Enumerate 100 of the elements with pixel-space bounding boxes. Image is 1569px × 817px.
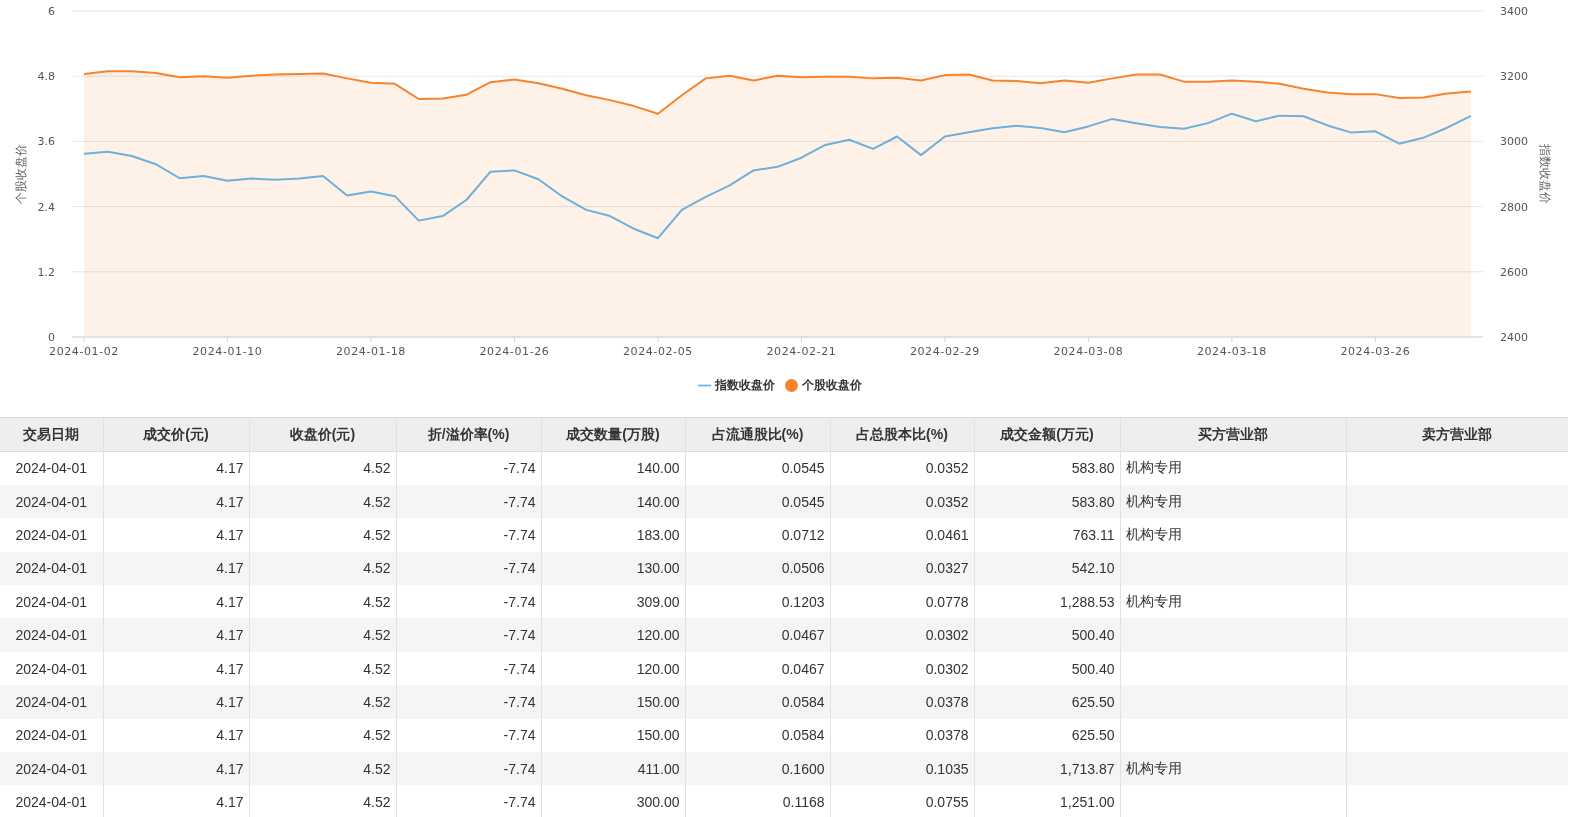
y-tick-label: 0 xyxy=(48,330,55,344)
text: 4.17 xyxy=(216,627,244,644)
text: 0.1168 xyxy=(782,794,825,811)
text: 411.00 xyxy=(637,760,680,777)
text: 0.0352 xyxy=(925,493,969,510)
y2-tick-label: 3000 xyxy=(1500,135,1528,149)
text: 4.17 xyxy=(216,693,244,710)
text: 0.1600 xyxy=(781,760,825,777)
text: 4.52 xyxy=(363,560,391,577)
text: 4.52 xyxy=(363,760,391,777)
text: -7.74 xyxy=(503,560,536,577)
x-tick-label: 2024-03-26 xyxy=(1340,344,1411,358)
text: 机构专用 xyxy=(1125,759,1182,776)
text: -7.74 xyxy=(503,727,536,744)
text: 0.0545 xyxy=(781,493,825,510)
text: 4.17 xyxy=(216,526,244,543)
text: 4.52 xyxy=(363,627,391,644)
text: 4.17 xyxy=(216,460,244,477)
text: -7.74 xyxy=(503,460,536,477)
text: 542.10 xyxy=(1071,560,1115,577)
legend-label: 个股收盘价 xyxy=(801,378,862,392)
category-label: 买方营业部 xyxy=(1120,417,1346,452)
text: 2024-04-01 xyxy=(15,493,88,510)
y-axis-title: 个股收盘价 xyxy=(14,144,28,204)
x-tick-label: 2024-02-29 xyxy=(909,344,980,358)
text: 4.52 xyxy=(363,493,391,510)
x-tick-label: 2024-02-05 xyxy=(622,344,693,358)
text: 0.0584 xyxy=(781,693,825,710)
text: 583.80 xyxy=(1071,493,1115,510)
text: 0.0302 xyxy=(925,660,969,677)
y2-axis-title: 指数收盘价 xyxy=(1538,143,1552,204)
x-tick-label: 2024-01-18 xyxy=(336,344,406,358)
text: 150.00 xyxy=(636,693,680,710)
text: 机构专用 xyxy=(1125,525,1182,542)
x-tick-label: 2024-01-26 xyxy=(479,344,550,358)
category-label: 成交数量(万股) xyxy=(541,417,685,452)
text: 2024-04-01 xyxy=(15,660,88,677)
text: 0.0467 xyxy=(781,627,825,644)
text: -7.74 xyxy=(503,660,536,677)
category-label: 折/溢价率(%) xyxy=(396,417,541,452)
x-tick-label: 2024-01-10 xyxy=(192,344,263,358)
y-tick-label: 6 xyxy=(48,4,55,18)
text: 4.52 xyxy=(363,526,391,543)
text: 763.11 xyxy=(1072,526,1115,543)
x-tick-label: 2024-01-02 xyxy=(49,344,119,358)
text: -7.74 xyxy=(503,493,536,510)
text: 0.0778 xyxy=(925,593,969,610)
category-label: 卖方营业部 xyxy=(1346,417,1568,452)
text: -7.74 xyxy=(503,760,536,777)
text: 4.52 xyxy=(363,460,391,477)
text: 2024-04-01 xyxy=(15,627,88,644)
category-label: 占流通股比(%) xyxy=(685,417,830,452)
text: 4.52 xyxy=(363,593,391,610)
text: -7.74 xyxy=(503,526,536,543)
legend-label: 指数收盘价 xyxy=(714,378,775,392)
text: 0.1035 xyxy=(925,760,969,777)
text: 2024-04-01 xyxy=(15,560,88,577)
category-label: 成交价(元) xyxy=(103,417,249,452)
text: 0.0467 xyxy=(781,660,825,677)
text: 0.0506 xyxy=(781,560,825,577)
text: -7.74 xyxy=(503,693,536,710)
category-label: 收盘价(元) xyxy=(249,417,396,452)
text: 1,288.53 xyxy=(1060,593,1115,610)
y2-tick-label: 2600 xyxy=(1500,265,1528,279)
text: 4.17 xyxy=(216,493,244,510)
y-tick-label: 2.4 xyxy=(37,200,55,214)
x-tick-label: 2024-03-18 xyxy=(1196,344,1267,358)
text: 183.00 xyxy=(636,526,680,543)
text: 500.40 xyxy=(1071,660,1115,677)
text: 0.0327 xyxy=(925,560,969,577)
text: 2024-04-01 xyxy=(15,526,88,543)
text: 4.52 xyxy=(363,727,391,744)
text: 2024-04-01 xyxy=(15,693,88,710)
text: 2024-04-01 xyxy=(15,794,88,811)
text: 625.50 xyxy=(1071,693,1115,710)
text: 0.0378 xyxy=(925,727,969,744)
text: 0.0302 xyxy=(925,627,969,644)
category-label: 交易日期 xyxy=(0,417,103,452)
y2-tick-label: 2400 xyxy=(1500,330,1528,344)
y2-tick-label: 2800 xyxy=(1500,200,1528,214)
text: 4.17 xyxy=(216,794,244,811)
y2-tick-label: 3200 xyxy=(1500,70,1528,84)
text: 0.0712 xyxy=(781,526,825,543)
text: 1,713.87 xyxy=(1060,760,1115,777)
text: 625.50 xyxy=(1071,727,1115,744)
text: 0.0378 xyxy=(925,693,969,710)
text: 500.40 xyxy=(1071,627,1115,644)
text: 0.0461 xyxy=(925,526,969,543)
text: 4.52 xyxy=(363,693,391,710)
y-tick-label: 1.2 xyxy=(37,265,55,279)
text: 120.00 xyxy=(636,627,680,644)
text: 309.00 xyxy=(636,593,680,610)
text: 1,251.00 xyxy=(1060,794,1115,811)
y2-tick-label: 3400 xyxy=(1500,4,1528,18)
text: 4.17 xyxy=(216,560,244,577)
text: 130.00 xyxy=(636,560,680,577)
text: 0.0545 xyxy=(781,460,825,477)
text: 0.0584 xyxy=(781,727,825,744)
text: 140.00 xyxy=(636,493,680,510)
category-label: 成交金额(万元) xyxy=(974,417,1120,452)
